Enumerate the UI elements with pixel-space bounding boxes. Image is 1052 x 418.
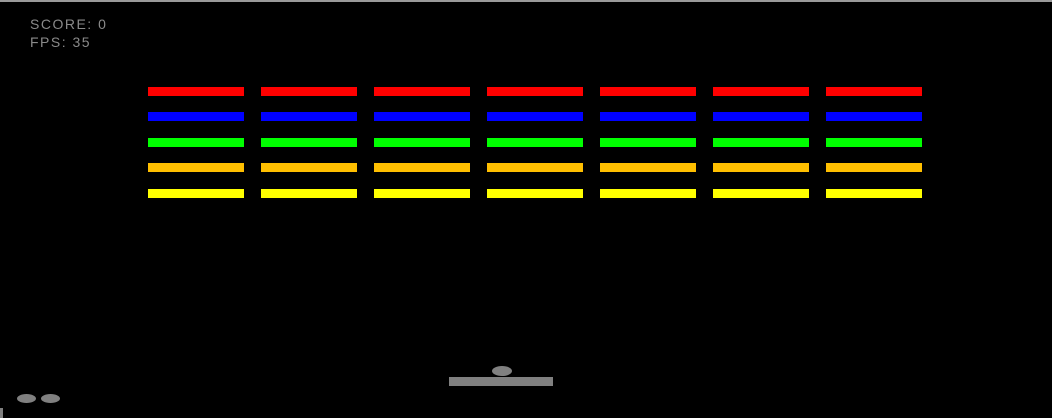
life-icon: [41, 394, 60, 403]
brick: [713, 163, 809, 172]
brick: [600, 138, 696, 147]
brick: [374, 189, 470, 198]
brick: [826, 112, 922, 121]
brick: [148, 112, 244, 121]
brick: [487, 163, 583, 172]
brick: [487, 189, 583, 198]
brick: [600, 87, 696, 96]
brick: [713, 138, 809, 147]
brick: [600, 189, 696, 198]
brick: [713, 87, 809, 96]
brick: [374, 163, 470, 172]
brick: [826, 138, 922, 147]
brick: [261, 163, 357, 172]
ball: [492, 366, 512, 376]
brick: [826, 163, 922, 172]
brick: [261, 87, 357, 96]
brick: [826, 189, 922, 198]
brick: [261, 138, 357, 147]
brick: [148, 189, 244, 198]
brick: [713, 189, 809, 198]
brick: [148, 87, 244, 96]
brick: [374, 87, 470, 96]
brick: [487, 87, 583, 96]
brick: [487, 138, 583, 147]
score-label: SCORE: 0: [30, 16, 108, 32]
brick: [600, 112, 696, 121]
edge-marker: [0, 408, 3, 418]
brick: [374, 112, 470, 121]
life-icon: [17, 394, 36, 403]
brick: [148, 163, 244, 172]
brick: [374, 138, 470, 147]
brick: [261, 189, 357, 198]
brick: [600, 163, 696, 172]
brick: [826, 87, 922, 96]
brick: [261, 112, 357, 121]
brick: [713, 112, 809, 121]
paddle[interactable]: [449, 377, 553, 386]
brick: [487, 112, 583, 121]
fps-label: FPS: 35: [30, 34, 92, 50]
brick: [148, 138, 244, 147]
